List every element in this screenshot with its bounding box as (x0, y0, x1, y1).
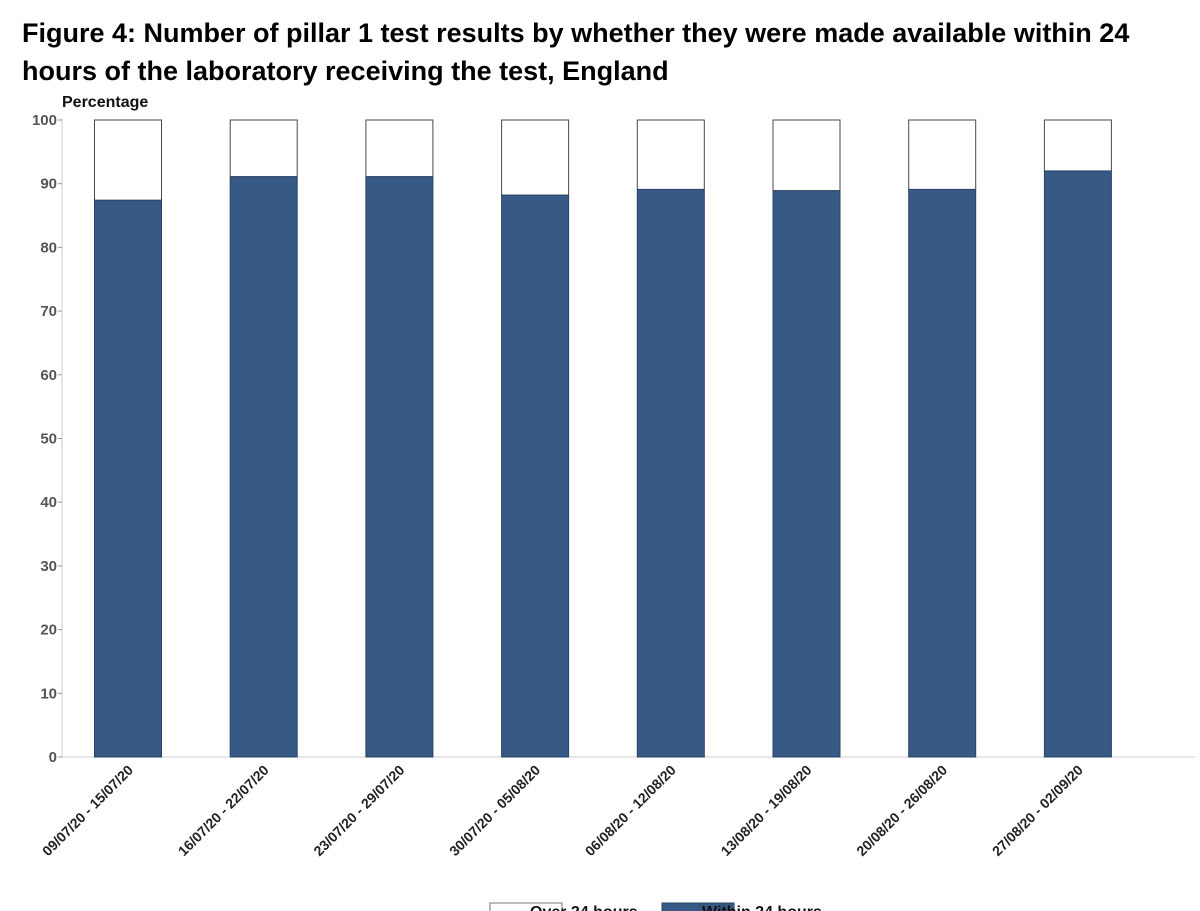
axes: Percentage 0 10 20 30 40 50 60 70 80 90 100 (32, 94, 1195, 766)
bar-over-24-hours (229, 119, 298, 178)
legend-within-24-hours: Within 24 hours (661, 902, 822, 911)
y-tick-label: 30 (40, 558, 57, 575)
x-tick-label: 23/07/20 - 29/07/20 (310, 762, 407, 859)
legend-swatch (661, 902, 735, 911)
x-tick-label: 13/08/20 - 19/08/20 (717, 762, 814, 859)
y-tick-label: 100 (32, 112, 57, 129)
x-tick-label: 30/07/20 - 05/08/20 (446, 762, 543, 859)
x-tick-label: 20/08/20 - 26/08/20 (853, 762, 950, 859)
x-tick-label: 06/08/20 - 12/08/20 (582, 762, 679, 859)
bar-over-24-hours (772, 119, 841, 192)
y-tick-label: 50 (40, 431, 57, 448)
bar-over-24-hours (501, 119, 570, 196)
bar-over-24-hours (636, 119, 705, 190)
y-axis-title: Percentage (62, 94, 148, 111)
chart-title: Figure 4: Number of pillar 1 test result… (22, 18, 1130, 86)
legend-swatch (489, 902, 563, 911)
bar-within-24-hours (772, 190, 841, 758)
y-tick-label: 40 (40, 494, 57, 511)
legend: Over 24 hours Within 24 hours (489, 902, 822, 911)
legend-label: Over 24 hours (530, 904, 638, 911)
bar-within-24-hours (94, 199, 162, 758)
bar-over-24-hours (94, 119, 162, 201)
y-tick-label: 90 (40, 176, 57, 193)
bar-within-24-hours (365, 176, 434, 758)
x-tick-label: 27/08/20 - 02/09/20 (989, 762, 1086, 859)
bar-within-24-hours (1043, 170, 1112, 758)
bar-within-24-hours (229, 176, 298, 758)
bar-within-24-hours (501, 194, 570, 758)
y-tick-label: 60 (40, 367, 57, 384)
x-tick-label: 16/07/20 - 22/07/20 (175, 762, 272, 859)
bar-over-24-hours (908, 119, 977, 190)
bars (94, 119, 1112, 758)
bar-over-24-hours (1043, 119, 1112, 172)
legend-label: Within 24 hours (702, 904, 822, 911)
y-tick-label: 80 (40, 239, 57, 256)
x-axis-labels: 09/07/20 - 15/07/20 16/07/20 - 22/07/20 23… (39, 762, 1086, 859)
y-tick-label: 70 (40, 303, 57, 320)
bar-within-24-hours (636, 188, 705, 758)
bar-over-24-hours (365, 119, 434, 178)
x-tick-label: 09/07/20 - 15/07/20 (39, 762, 136, 859)
y-tick-label: 20 (40, 622, 57, 639)
bar-within-24-hours (908, 188, 977, 758)
legend-over-24-hours: Over 24 hours (489, 902, 638, 911)
y-tick-label: 0 (49, 749, 57, 766)
y-tick-label: 10 (40, 685, 57, 702)
